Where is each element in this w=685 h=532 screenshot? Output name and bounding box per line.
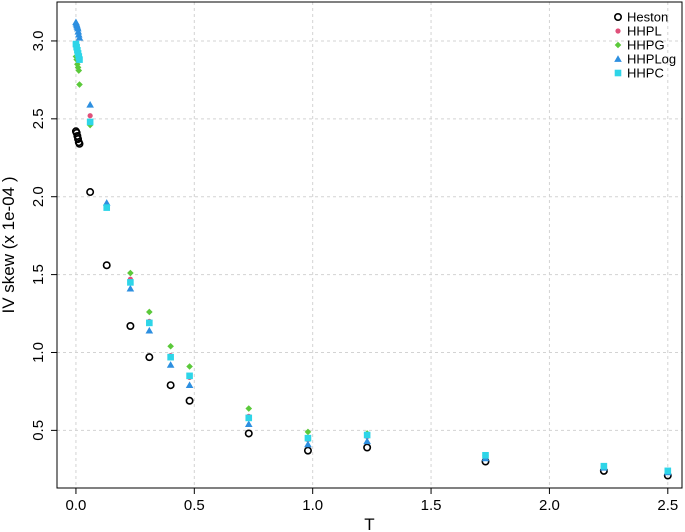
data-point-hhpc [482,451,489,459]
axes: 0.0 0.5 1.0 1.5 2.0 2.5 0.5 1.0 1.5 2.0 2.5 3.0 [30,1,683,514]
data-point-hhpg [304,428,312,436]
y-tick-label: 3.0 [30,31,47,52]
data-point-hhpg [75,67,83,74]
data-points [71,18,672,480]
legend-label-hhpl: HHPL [627,24,662,39]
data-point-hhplog [244,420,253,427]
legend-marker-heston [613,13,622,22]
legend-label-hhpg: HHPG [627,38,665,53]
series-heston [71,127,672,480]
plot-frame [56,1,683,489]
data-point-hhpg [167,342,174,350]
legend-item-heston: Heston [613,10,668,25]
data-point-hhpg [245,405,253,412]
legend-item-hhplog: HHPLog [614,52,676,67]
x-tick-label: 2.0 [539,497,560,514]
legend-marker-hhplog [614,55,622,62]
data-point-hhpc [304,434,312,442]
data-point-hhplog [145,326,154,334]
data-point-hhpc [76,56,83,63]
legend-item-hhpg: HHPG [614,38,665,53]
legend-marker-hhpl [615,28,621,34]
data-point-heston [303,446,312,455]
data-point-hhpc [86,118,94,126]
x-axis-title: T [364,515,374,532]
data-point-hhplog [75,34,84,41]
data-point-hhpg [127,269,134,277]
x-tick-label: 1.0 [302,497,323,514]
legend-item-hhpc: HHPC [614,66,664,81]
data-point-hhpg [76,81,83,88]
data-point-hhpc [363,431,371,439]
data-point-hhpc [127,279,134,286]
data-point-heston [363,443,372,452]
data-point-hhplog [363,437,371,445]
legend-item-hhpl: HHPL [615,24,662,39]
x-tick-label: 0.5 [184,497,205,514]
data-point-heston [126,321,135,330]
series-hhpc [72,40,672,475]
legend-marker-hhpc [614,69,622,77]
data-point-hhplog [86,101,94,108]
y-tick-label: 2.0 [30,186,47,207]
data-point-hhpc [600,462,608,470]
data-point-heston [86,188,95,197]
y-tick-label: 1.5 [30,264,47,285]
x-tick-label: 0.0 [66,497,87,514]
data-point-heston [102,261,111,270]
data-point-heston [244,429,253,438]
series-hhpl [73,44,671,474]
series-hhplog [72,18,672,476]
data-point-hhplog [304,440,312,448]
y-tick-label: 1.0 [30,342,47,363]
data-point-hhplog [185,381,194,389]
data-point-hhplog [166,361,175,368]
data-point-hhpc [245,414,253,422]
data-point-hhplog [74,27,83,35]
grid [57,2,682,488]
legend-marker-hhpg [614,41,622,49]
data-point-heston [75,139,84,148]
x-tick-label: 1.5 [421,497,442,514]
data-point-hhpc [664,467,672,475]
data-point-hhplog [74,24,82,32]
data-point-hhpg [186,363,193,370]
legend-label-hhpc: HHPC [627,66,664,81]
data-point-hhpc [167,353,174,361]
data-point-hhpg [146,308,153,316]
data-point-hhplog [126,284,135,292]
data-point-hhpl [87,113,93,119]
data-point-hhplog [102,199,111,206]
legend-label-hhplog: HHPLog [627,52,676,67]
series-hhpg [72,53,672,475]
data-point-heston [185,396,194,405]
data-point-hhplog [74,30,83,38]
data-point-hhpc [186,372,193,380]
data-point-hhpc [103,204,111,211]
x-tick-label: 2.5 [657,497,678,514]
data-point-heston [166,381,175,390]
y-tick-label: 2.5 [30,108,47,129]
data-point-heston [145,353,154,362]
y-tick-label: 0.5 [30,420,47,441]
legend-label-heston: Heston [627,10,668,25]
data-point-hhpc [146,319,153,327]
y-axis-title: IV skew (x 1e-04 ) [0,177,18,314]
